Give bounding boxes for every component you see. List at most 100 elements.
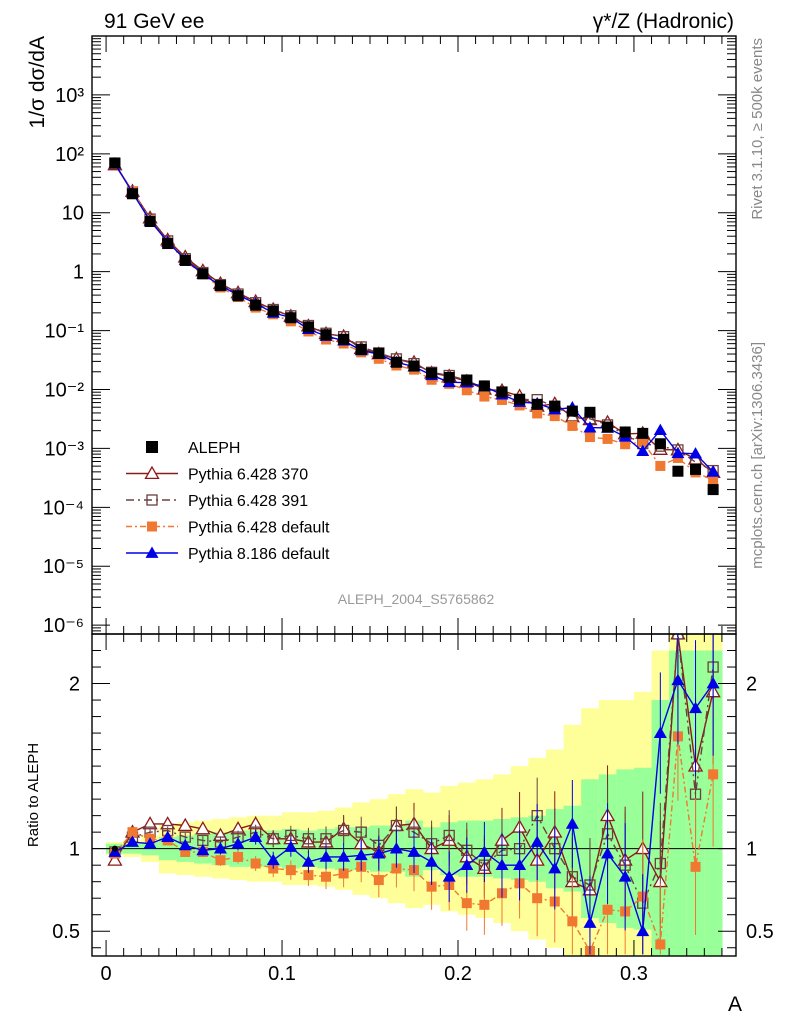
ratio-band-green — [669, 650, 688, 956]
main-series-line — [114, 163, 714, 473]
ratio-series-point — [565, 817, 579, 829]
main-series-point — [479, 391, 490, 402]
ratio-series-point — [178, 838, 192, 851]
data-point — [602, 421, 614, 433]
ratio-series-layer — [107, 634, 721, 956]
data-point — [690, 463, 702, 475]
data-point — [390, 356, 402, 368]
ratio-series-point — [654, 857, 666, 870]
main-series-line — [114, 163, 714, 472]
data-point — [443, 371, 455, 383]
process-label: γ*/Z (Hadronic) — [593, 10, 734, 33]
ratio-y-tick-label-right: 2 — [746, 674, 757, 696]
ratio-series-point — [706, 677, 720, 689]
ratio-series-point — [180, 846, 191, 857]
data-point — [373, 347, 385, 359]
legend-marker — [144, 465, 160, 480]
ratio-series-point — [337, 850, 351, 862]
main-y-axis-title: 1/σ dσ/dA — [26, 36, 49, 128]
ratio-series-point — [653, 726, 667, 738]
main-series-point — [636, 444, 650, 456]
main-y-tick-label: 10⁻³ — [45, 438, 85, 460]
main-series-point — [637, 437, 648, 448]
ratio-series-point — [372, 847, 386, 859]
ratio-series-point — [196, 843, 210, 856]
ratio-series-point — [321, 871, 332, 882]
ratio-series-point — [601, 847, 615, 859]
ratio-series-point — [337, 824, 350, 837]
ratio-series-point — [636, 924, 650, 937]
main-y-tick-label: 10 — [62, 203, 84, 225]
main-series-point — [532, 408, 543, 419]
data-point — [566, 405, 578, 417]
data-point — [302, 321, 314, 333]
data-point — [531, 398, 543, 410]
ratio-series-point — [285, 865, 296, 876]
legend-marker — [147, 521, 157, 532]
legend-label: Pythia 8.186 default — [188, 546, 330, 563]
ratio-series-point — [303, 870, 314, 881]
legend-label: Pythia 6.428 370 — [188, 467, 308, 484]
ratio-series-point — [479, 899, 490, 910]
data-point — [162, 238, 174, 250]
legend-marker — [145, 546, 159, 558]
ratio-y-tick-label-left: 2 — [69, 674, 80, 696]
ratio-series-point — [567, 916, 578, 927]
main-series-point — [689, 447, 703, 459]
ratio-series-point — [177, 817, 193, 832]
data-point — [126, 188, 138, 200]
data-point — [654, 438, 666, 450]
main-y-tick-label: 10⁻² — [45, 379, 85, 401]
data-point — [408, 360, 420, 372]
ratio-series-point — [407, 845, 421, 857]
analysis-id-label: ALEPH_2004_S5765862 — [338, 591, 495, 607]
legend-marker-data — [146, 441, 158, 453]
legend-marker — [146, 494, 158, 506]
ratio-y-tick-label-right: 1 — [746, 839, 757, 861]
main-series-layer — [107, 156, 721, 496]
ratio-series-point — [301, 855, 315, 867]
data-point — [109, 157, 121, 169]
ratio-series-point — [215, 855, 226, 866]
main-series-point — [461, 385, 472, 396]
data-point — [144, 216, 156, 228]
main-series-point — [620, 439, 631, 450]
data-point — [338, 333, 350, 345]
main-series-point — [496, 394, 507, 405]
data-point — [478, 380, 490, 392]
ratio-series-point — [107, 852, 123, 866]
main-panel-frame — [91, 35, 737, 635]
data-point — [549, 400, 561, 412]
main-series-line — [114, 164, 714, 474]
ratio-series-point — [618, 870, 632, 882]
ratio-series-point — [689, 701, 703, 714]
main-y-tick-label: 10⁻⁴ — [43, 497, 84, 519]
main-series-point — [567, 420, 578, 431]
legend-label: Pythia 6.428 391 — [188, 493, 308, 510]
data-point — [584, 406, 596, 418]
ratio-series-point — [161, 830, 175, 842]
data-point — [197, 268, 209, 280]
data-point — [672, 465, 684, 477]
main-y-tick-label: 10³ — [55, 85, 84, 107]
main-series-point — [671, 446, 685, 459]
ratio-panel-frame — [91, 633, 737, 957]
x-axis-title: A — [728, 993, 742, 1016]
ratio-y-tick-label-right: 0.5 — [746, 921, 774, 943]
main-y-tick-label: 1 — [73, 262, 84, 284]
main-y-tick-label: 10⁻⁶ — [43, 615, 84, 637]
main-series-point — [602, 433, 613, 444]
ratio-series-point — [425, 855, 439, 867]
main-series-point — [653, 423, 667, 436]
rivet-version-label: Rivet 3.1.10, ≥ 500k events — [749, 38, 766, 220]
data-point — [232, 290, 244, 302]
x-tick-label: 0.1 — [268, 963, 296, 985]
main-y-tick-label: 10² — [55, 144, 84, 166]
main-series-point — [708, 475, 719, 486]
main-series-point — [655, 460, 666, 471]
legend: ALEPH Pythia 6.428 370 Pythia 6.428 391 Pyt… — [126, 440, 330, 563]
mcplots-reference-label: mcplots.cern.ch [arXiv:1306.3436] — [749, 342, 766, 569]
ratio-series-point — [355, 826, 367, 838]
